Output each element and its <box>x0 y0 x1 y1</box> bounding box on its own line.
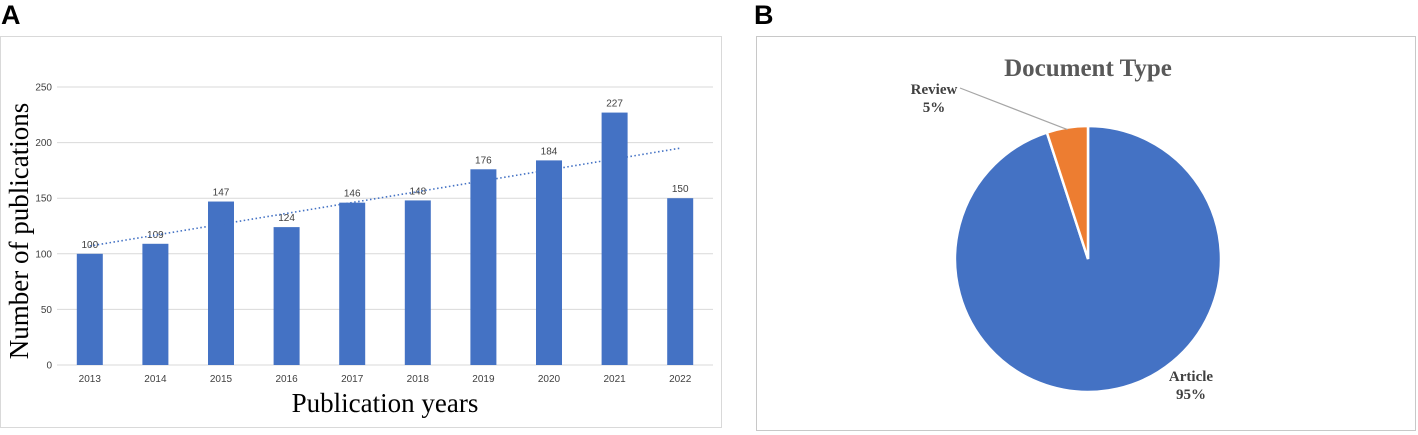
pie-chart-panel: Document Type Article 95% Review 5% <box>756 36 1416 431</box>
bar <box>142 243 169 365</box>
data-label: 150 <box>672 184 689 195</box>
x-tick-label: 2017 <box>341 374 364 385</box>
data-label: 184 <box>541 146 558 157</box>
bar-chart-panel: 0 50 100 150 200 250 100 2013 109 2014 147 2015 124 2… <box>0 36 722 428</box>
data-label: 227 <box>606 99 623 110</box>
y-tick-label: 250 <box>35 83 52 94</box>
data-label: 124 <box>278 213 295 224</box>
bar <box>273 227 300 365</box>
pie-chart: Document Type Article 95% Review 5% <box>911 55 1223 403</box>
y-tick-label: 0 <box>46 361 52 372</box>
panel-label-a: A <box>1 0 21 30</box>
x-tick-label: 2015 <box>210 374 233 385</box>
x-tick-label: 2018 <box>407 374 430 385</box>
x-tick-label: 2020 <box>538 374 561 385</box>
x-tick-label: 2022 <box>669 374 692 385</box>
bar-chart: 0501001502002501002013109201414720151242… <box>4 83 713 418</box>
bar <box>76 253 103 365</box>
y-tick-label: 200 <box>35 138 52 149</box>
slice-label-name: Review <box>911 82 958 98</box>
data-label: 109 <box>147 230 164 241</box>
data-label: 146 <box>344 189 361 200</box>
review-leader-line <box>959 87 1068 131</box>
y-tick-label: 50 <box>41 305 53 316</box>
bar <box>667 198 694 365</box>
x-axis-title: Publication years <box>292 388 479 418</box>
bar <box>339 202 366 365</box>
bar <box>208 201 234 365</box>
pie-title: Document Type <box>1004 55 1172 82</box>
y-tick-label: 150 <box>35 194 52 205</box>
slice-label-percent: 95% <box>1176 387 1206 403</box>
x-tick-label: 2014 <box>144 374 167 385</box>
trendline <box>89 147 681 247</box>
y-axis-title: Number of publications <box>4 103 34 359</box>
bar <box>601 112 628 366</box>
x-tick-label: 2021 <box>603 374 626 385</box>
bar <box>470 169 497 365</box>
x-tick-label: 2019 <box>472 374 495 385</box>
pie-slice-review <box>1045 124 1090 260</box>
x-tick-label: 2016 <box>275 374 298 385</box>
data-label: 176 <box>475 155 492 166</box>
y-tick-label: 100 <box>35 249 52 260</box>
slice-label-percent: 5% <box>923 100 946 116</box>
slice-label-name: Article <box>1169 369 1213 385</box>
x-tick-label: 2013 <box>79 374 102 385</box>
panel-label-b: B <box>754 0 774 30</box>
data-label: 147 <box>213 188 230 199</box>
bar <box>404 200 431 365</box>
bar <box>536 160 562 365</box>
